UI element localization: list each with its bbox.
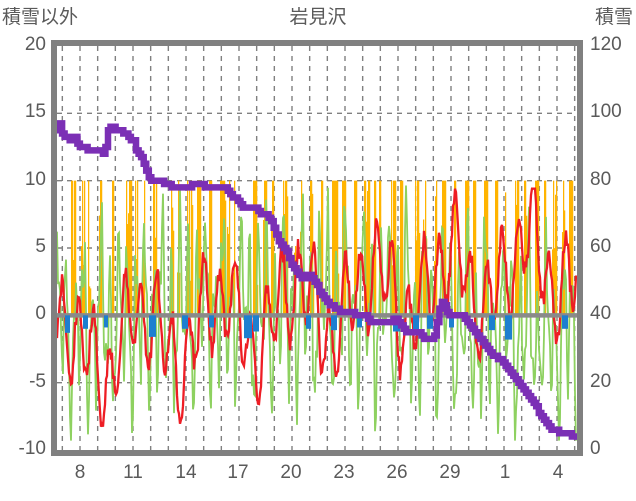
left-axis-tick-10: 10 [24,168,46,190]
x-axis-tick-23: 23 [333,462,355,483]
x-axis-tick-17: 17 [227,462,249,483]
x-axis-tick-4: 4 [552,462,564,483]
plot-area [57,46,577,450]
left-axis-tick--10: -10 [18,438,46,459]
right-axis-tick-120: 120 [590,34,622,55]
green-series-line [57,185,577,441]
x-axis-tick-8: 8 [74,462,86,483]
right-axis-title: 積雪 [594,7,633,28]
right-axis-tick-100: 100 [590,101,622,123]
x-axis-tick-26: 26 [386,462,408,483]
right-axis-tick-40: 40 [590,303,612,325]
right-axis-tick-80: 80 [590,168,612,190]
snow-depth-line [57,120,577,440]
page-title: 岩見沢 [289,7,347,28]
plot-svg [57,46,577,450]
right-axis-tick-20: 20 [590,370,612,392]
x-axis-tick-20: 20 [280,462,302,483]
x-axis-tick-11: 11 [123,462,143,483]
snowfall-bars [65,315,568,340]
left-axis-tick-5: 5 [35,236,46,257]
left-axis-title: 積雪以外 [2,7,79,28]
left-axis-tick-15: 15 [24,101,46,123]
right-axis-tick-0: 0 [590,438,601,459]
left-axis-tick-20: 20 [24,34,46,55]
x-axis-tick-14: 14 [175,462,197,483]
left-axis-tick-0: 0 [35,303,46,325]
x-axis-tick-1: 1 [499,462,511,483]
x-axis-tick-29: 29 [439,462,461,483]
left-axis-tick--5: -5 [29,370,46,392]
right-axis-tick-60: 60 [590,236,612,257]
